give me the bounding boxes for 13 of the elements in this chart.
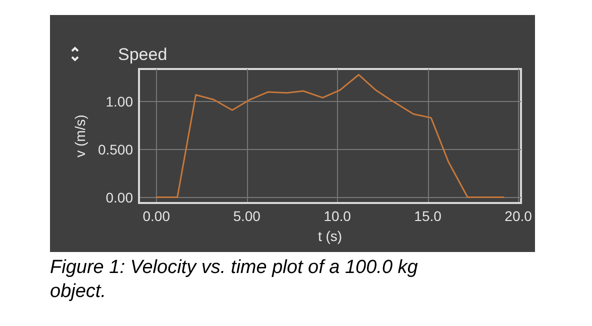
x-tick-label: 10.0 [324,208,352,224]
y-tick-label: 0.500 [98,141,134,158]
caption: Figure 1: Velocity vs. time plot of a 100.0 kg object. [50,256,419,304]
x-tick-label: 20.0 [504,208,532,224]
chart-title: Speed [118,45,168,64]
line-series [156,74,504,198]
y-tick-label: 0.00 [106,189,134,206]
x-axis-title: t (s) [318,228,342,244]
x-tick-label: 5.00 [233,208,261,224]
y-tick-label: 1.00 [106,94,134,110]
x-tick-label: 15.0 [414,208,442,224]
y-axis-title: v (m/s) [72,114,88,158]
x-tick-label: 0.00 [142,208,170,224]
